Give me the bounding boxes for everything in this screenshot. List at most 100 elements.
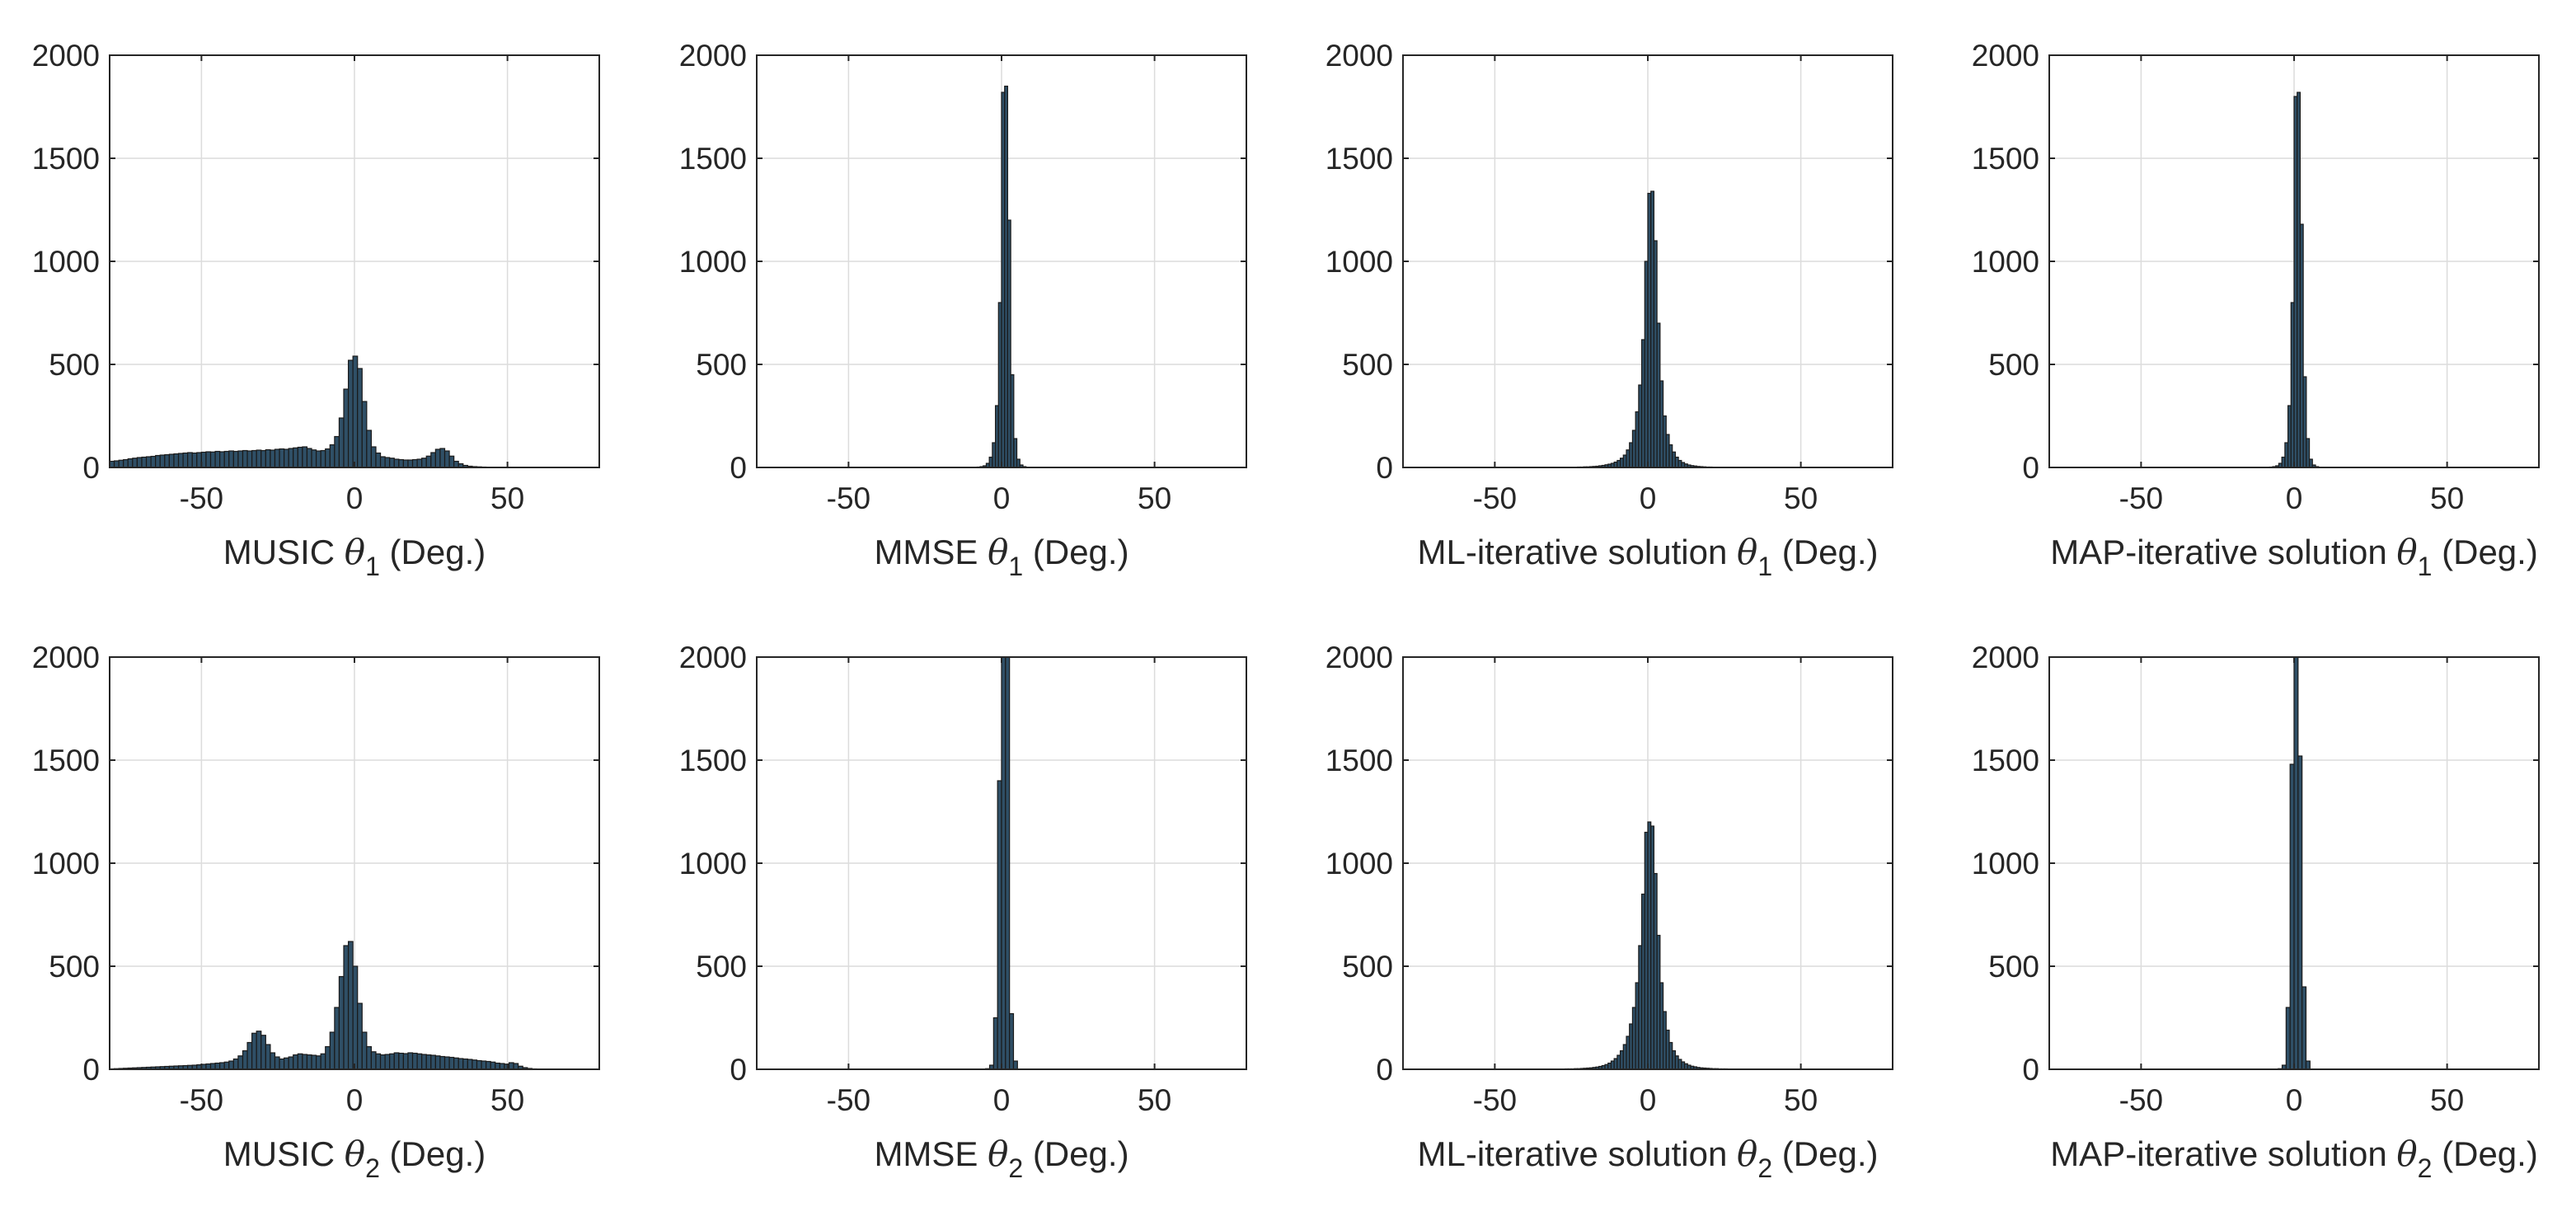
histogram-bar bbox=[338, 975, 345, 1069]
x-label-suffix: (Deg.) bbox=[2432, 1134, 2537, 1173]
x-label-subscript: 1 bbox=[1008, 552, 1023, 581]
histogram-bar bbox=[145, 456, 152, 467]
x-tick-label: 0 bbox=[1640, 1083, 1657, 1117]
histogram-bar bbox=[302, 446, 308, 467]
bars bbox=[2265, 92, 2323, 467]
histogram-bar bbox=[311, 1054, 317, 1069]
histogram-bar bbox=[443, 450, 450, 467]
histogram-bar bbox=[320, 449, 326, 467]
histogram-bar bbox=[389, 458, 395, 467]
histogram-bar bbox=[338, 417, 345, 467]
x-label-subscript: 1 bbox=[2418, 552, 2433, 581]
x-label-suffix: (Deg.) bbox=[380, 1134, 486, 1173]
histogram-bar bbox=[274, 1056, 280, 1069]
histogram-bar bbox=[251, 1032, 257, 1069]
y-tick-label: 2000 bbox=[32, 39, 100, 73]
x-tick-label: 0 bbox=[2286, 481, 2303, 515]
histogram-bar bbox=[508, 1062, 514, 1069]
histogram-bar bbox=[490, 1061, 496, 1069]
histogram-bar bbox=[495, 1062, 500, 1069]
histogram-bar bbox=[270, 1052, 276, 1069]
histogram-bar bbox=[425, 455, 432, 467]
histogram-bar bbox=[246, 1041, 253, 1069]
x-label-suffix: (Deg.) bbox=[2432, 533, 2537, 571]
histogram-bar bbox=[173, 453, 180, 467]
histogram-bar bbox=[265, 1044, 271, 1069]
x-label-prefix: MAP-iterative solution bbox=[2050, 533, 2396, 571]
histogram-bar bbox=[1010, 373, 1015, 467]
x-label-subscript: 2 bbox=[1008, 1153, 1023, 1183]
y-tick-label: 0 bbox=[730, 1053, 747, 1087]
histogram-bar bbox=[352, 355, 359, 467]
x-tick-label: 0 bbox=[346, 481, 364, 515]
x-tick-label: 0 bbox=[346, 1083, 364, 1117]
x-label-prefix: MUSIC bbox=[223, 533, 345, 571]
bars bbox=[1555, 821, 1740, 1069]
x-tick-label: -50 bbox=[180, 481, 223, 515]
histogram-bar bbox=[329, 1031, 335, 1069]
x-axis-label: MMSE θ2 (Deg.) bbox=[874, 1134, 1128, 1183]
histogram-bar bbox=[242, 1050, 248, 1069]
y-tick-label: 1000 bbox=[32, 245, 100, 279]
y-tick-label: 1500 bbox=[32, 744, 100, 777]
y-tick-label: 2000 bbox=[32, 641, 100, 674]
x-label-prefix: MAP-iterative solution bbox=[2050, 1134, 2396, 1173]
histogram-bar bbox=[1016, 458, 1021, 467]
histogram-bar bbox=[191, 452, 198, 467]
x-axis-label: MUSIC θ2 (Deg.) bbox=[223, 1134, 486, 1183]
histogram-bar bbox=[232, 1058, 239, 1069]
y-tick-label: 2000 bbox=[679, 641, 747, 674]
histogram-bar bbox=[293, 1054, 298, 1069]
y-tick-label: 2000 bbox=[1972, 641, 2039, 674]
histogram-bar bbox=[214, 450, 221, 467]
y-tick-label: 500 bbox=[1988, 348, 2039, 382]
histogram-bar bbox=[499, 1063, 505, 1069]
histogram-bar bbox=[284, 1057, 289, 1069]
histogram-bar bbox=[366, 1045, 373, 1069]
histogram-bar bbox=[270, 449, 276, 467]
histogram-bar bbox=[411, 1052, 418, 1069]
histogram-bar bbox=[237, 450, 244, 467]
histogram-bar bbox=[992, 1017, 998, 1069]
histogram-bar bbox=[370, 446, 377, 467]
y-tick-label: 1500 bbox=[1326, 744, 1393, 777]
y-tick-label: 1500 bbox=[1326, 142, 1393, 176]
x-tick-label: -50 bbox=[1473, 1083, 1517, 1117]
histogram-bar bbox=[2293, 657, 2299, 1069]
histogram-bar bbox=[361, 401, 368, 467]
histogram-bar bbox=[416, 458, 423, 467]
histogram-bar bbox=[182, 452, 189, 467]
x-axis-label: MAP-iterative solution θ2 (Deg.) bbox=[2050, 1134, 2538, 1183]
histogram-bar bbox=[155, 454, 161, 467]
histogram-bar bbox=[306, 448, 312, 467]
x-axis-label: MMSE θ1 (Deg.) bbox=[874, 532, 1128, 581]
histogram-bar bbox=[2302, 986, 2307, 1069]
histogram-bar bbox=[246, 450, 253, 467]
histogram-bar bbox=[375, 1053, 382, 1069]
x-label-prefix: ML-iterative solution bbox=[1418, 1134, 1738, 1173]
histogram-bar bbox=[164, 453, 170, 467]
histogram-bar bbox=[232, 450, 239, 467]
x-tick-label: 50 bbox=[1138, 1083, 1171, 1117]
y-tick-label: 1000 bbox=[679, 847, 747, 881]
y-tick-label: 0 bbox=[1376, 451, 1393, 485]
histogram-bar bbox=[237, 1055, 244, 1069]
histogram-bar bbox=[306, 1054, 312, 1069]
histogram-bar bbox=[209, 451, 216, 467]
x-tick-label: -50 bbox=[827, 481, 870, 515]
x-tick-label: -50 bbox=[180, 1083, 223, 1117]
y-tick-label: 1000 bbox=[679, 245, 747, 279]
histogram-bar bbox=[416, 1053, 423, 1069]
x-label-subscript: 2 bbox=[2418, 1153, 2433, 1183]
histogram-bar bbox=[288, 1056, 294, 1069]
histogram-bar bbox=[407, 1052, 414, 1069]
x-label-subscript: 1 bbox=[365, 552, 380, 581]
y-tick-label: 0 bbox=[2022, 1053, 2039, 1087]
x-label-symbol: θ bbox=[345, 1134, 365, 1174]
x-tick-label: -50 bbox=[2119, 481, 2163, 515]
y-tick-label: 2000 bbox=[679, 39, 747, 73]
y-tick-label: 1000 bbox=[1972, 245, 2039, 279]
